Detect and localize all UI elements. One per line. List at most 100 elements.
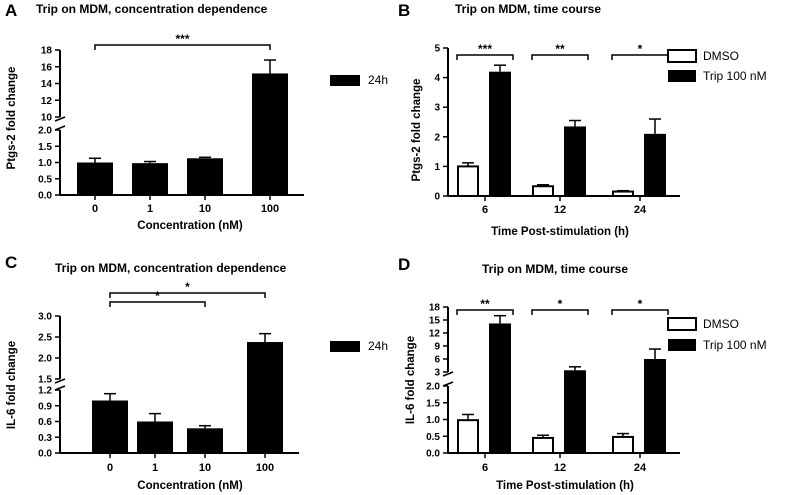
- x-tick-label: 10: [199, 462, 211, 474]
- axis-break-mark: [54, 116, 66, 122]
- y-tick-label: 0.6: [38, 417, 52, 428]
- y-tick-label: 16: [41, 62, 53, 73]
- bar: [457, 419, 479, 455]
- axis-break-mark: [54, 385, 66, 391]
- y-tick-label: 1.5: [426, 398, 440, 409]
- axis-break-mark: [54, 125, 66, 131]
- xlabel-c: Concentration (nM): [137, 480, 243, 492]
- axis-break-mark: [442, 381, 454, 387]
- legend-b-trip-swatch: [668, 70, 696, 82]
- x-tick-label: 6: [482, 462, 488, 474]
- y-tick-label: 2.0: [38, 354, 52, 365]
- y-tick-label: 0.0: [38, 449, 52, 460]
- x-tick-label: 24: [634, 204, 647, 216]
- bar: [187, 158, 223, 195]
- y-tick-label: 0.9: [38, 401, 52, 412]
- significance-label: *: [638, 42, 643, 56]
- significance-bracket: [611, 309, 669, 315]
- title-a: Trip on MDM, concentration dependence: [36, 2, 268, 16]
- significance-label: *: [155, 289, 160, 303]
- significance-label: ***: [478, 42, 492, 56]
- y-tick-label: 0.0: [38, 191, 52, 202]
- y-tick-label: 1.2: [38, 386, 52, 397]
- bar: [247, 342, 283, 453]
- bar: [564, 126, 586, 196]
- title-d: Trip on MDM, time course: [482, 262, 628, 276]
- x-tick-label: 1: [152, 462, 158, 474]
- axis-break-mark: [442, 371, 454, 377]
- ylabel-c: IL-6 fold change: [6, 341, 18, 429]
- bar: [77, 162, 113, 195]
- y-tick-label: 18: [41, 46, 53, 57]
- x-tick-label: 100: [256, 462, 274, 474]
- legend-d-dmso-label: DMSO: [703, 317, 739, 331]
- bar: [564, 370, 586, 453]
- legend-b-trip-label: Trip 100 nM: [703, 69, 767, 83]
- y-tick-label: 3: [434, 368, 440, 379]
- panel-label-a: A: [5, 1, 17, 20]
- panel-label-d: D: [398, 255, 410, 274]
- x-tick-label: 10: [199, 203, 211, 215]
- significance-bracket: [531, 309, 589, 315]
- ylabel-b: Ptgs-2 fold change: [411, 79, 423, 182]
- y-tick-label: 0: [434, 192, 440, 203]
- axis-break-mark: [54, 378, 66, 384]
- panel-label-b: B: [398, 1, 410, 20]
- y-tick-label: 2.0: [426, 382, 440, 393]
- legend-c-swatch: [330, 341, 360, 352]
- y-tick-label: 1.0: [38, 158, 52, 169]
- y-tick-label: 1.5: [38, 142, 52, 153]
- y-tick-label: 3: [434, 103, 440, 114]
- legend-b-dmso-swatch: [667, 49, 697, 63]
- significance-bracket: [94, 44, 271, 50]
- bar: [489, 71, 511, 196]
- significance-bracket: [456, 54, 514, 60]
- title-c: Trip on MDM, concentration dependence: [55, 261, 287, 275]
- x-tick-label: 12: [554, 204, 566, 216]
- significance-label: *: [638, 297, 643, 311]
- bar: [612, 190, 634, 197]
- significance-bracket: [109, 301, 206, 307]
- x-tick-label: 100: [261, 203, 279, 215]
- legend-a-label: 24h: [368, 73, 388, 87]
- bar: [457, 165, 479, 197]
- bar: [132, 163, 168, 195]
- bar: [532, 436, 554, 454]
- y-tick-label: 2: [434, 132, 440, 143]
- bar: [137, 421, 173, 453]
- y-tick-label: 0.5: [38, 174, 52, 185]
- bar: [612, 435, 634, 455]
- y-tick-label: 12: [429, 329, 441, 340]
- x-tick-label: 0: [107, 462, 113, 474]
- y-tick-label: 4: [434, 73, 440, 84]
- xlabel-a: Concentration (nM): [137, 220, 243, 232]
- y-tick-label: 2.5: [38, 333, 52, 344]
- y-tick-label: 1.0: [426, 415, 440, 426]
- significance-label: **: [480, 297, 490, 311]
- bar: [187, 428, 223, 453]
- xlabel-d: Time Post-stimulation (h): [496, 480, 634, 492]
- significance-bracket: [531, 54, 589, 60]
- legend-c-label: 24h: [368, 339, 388, 353]
- plot-c: 0.0 0.3 0.6 0.9 1.21.5 2.0 2.5 3.0 0 1 10 100 * *: [38, 280, 299, 474]
- significance-bracket: [109, 292, 266, 298]
- y-tick-label: 1: [434, 162, 440, 173]
- legend-b-dmso-label: DMSO: [703, 49, 739, 63]
- y-tick-label: 3.0: [38, 312, 52, 323]
- x-tick-label: 0: [92, 203, 98, 215]
- significance-label: *: [558, 297, 563, 311]
- bar: [92, 400, 128, 453]
- title-b: Trip on MDM, time course: [455, 2, 601, 16]
- x-tick-label: 12: [554, 462, 566, 474]
- significance-label: *: [185, 280, 190, 294]
- y-tick-label: 18: [429, 303, 441, 314]
- bar: [489, 323, 511, 453]
- y-tick-label: 15: [429, 316, 441, 327]
- panel-label-c: C: [5, 253, 17, 272]
- bar: [252, 73, 288, 195]
- legend-a-swatch: [330, 75, 360, 86]
- legend-d-trip-swatch: [668, 339, 696, 351]
- y-tick-label: 0.5: [426, 432, 440, 443]
